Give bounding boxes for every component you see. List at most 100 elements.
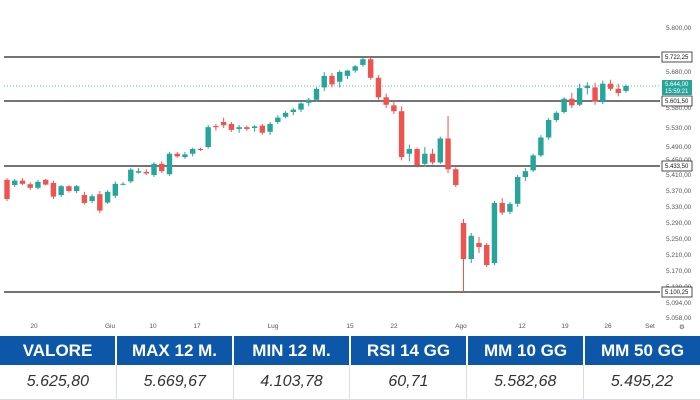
level-tag (661, 160, 693, 172)
y-tick-label: 5.058,00 (666, 315, 692, 322)
candle-body (569, 98, 575, 106)
level-tag-label: 5.601,50 (665, 99, 689, 105)
stats-table: VALORE MAX 12 M. MIN 12 M. RSI 14 GG MM … (0, 336, 700, 400)
candle-body (437, 138, 444, 163)
y-tick-label: 5.210,00 (666, 252, 692, 259)
x-tick-label: Lug (268, 323, 279, 330)
header-mm-10gg: MM 10 GG (468, 336, 583, 365)
candle-body (4, 179, 10, 199)
candle-body (143, 171, 149, 174)
candle-body (12, 180, 18, 185)
candle-body (282, 112, 289, 117)
candle-body (592, 87, 598, 102)
x-tick-label: 19 (561, 323, 569, 330)
candle-body (561, 98, 567, 112)
candle-body (159, 163, 165, 172)
y-tick-label: 5.490,00 (666, 144, 692, 151)
candle-body (174, 153, 180, 157)
candle-body (182, 154, 188, 158)
candle-body (329, 75, 335, 85)
value-mm-10gg: 5.582,68 (467, 365, 585, 399)
candle-body (35, 181, 41, 188)
candle-body (251, 126, 258, 128)
candle-body (367, 59, 374, 78)
candle-body (66, 186, 72, 191)
level-tag-label: 5.100,25 (665, 290, 689, 296)
candle-body (104, 191, 111, 203)
last-price-tag (662, 80, 692, 95)
y-tick-label: 5.250,00 (666, 236, 692, 243)
candle-body (81, 195, 88, 203)
x-tick-label: 26 (604, 323, 612, 330)
candle-body (197, 149, 204, 151)
candle-body (468, 235, 474, 259)
candle-body (166, 153, 173, 175)
header-rsi-14gg: RSI 14 GG (351, 336, 466, 365)
candle-body (584, 85, 591, 89)
candle-body (236, 127, 242, 129)
candle-body (615, 88, 621, 94)
value-valore: 5.625,80 (0, 365, 117, 399)
candle-body (538, 137, 544, 156)
candle-body (275, 117, 281, 122)
candle-body (135, 171, 142, 173)
candle-body (499, 203, 505, 213)
candle-body (205, 127, 211, 147)
x-tick-label: Set (645, 323, 655, 330)
last-price-label: 5.644,00 (665, 82, 689, 88)
candlestick-chart: 5.800,005.680,005.630,005.580,005.530,00… (4, 25, 693, 331)
candle-body (151, 163, 157, 175)
candle-body (445, 138, 451, 170)
candle-body (290, 109, 296, 112)
candle-body (600, 83, 606, 103)
candle-body (460, 223, 467, 259)
candle-body (267, 124, 273, 132)
level-tag (661, 95, 693, 107)
candle-body (530, 155, 536, 171)
y-tick-label: 5.290,00 (666, 220, 692, 227)
x-tick-label: Giu (105, 323, 116, 330)
header-max-12m: MAX 12 M. (117, 336, 232, 365)
header-mm-50gg: MM 50 GG (585, 336, 700, 365)
candle-body (42, 179, 49, 185)
candle-body (453, 169, 459, 185)
candle-body (607, 83, 614, 89)
candle-body (406, 149, 413, 154)
x-tick-label: 10 (149, 323, 157, 330)
candle-body (375, 77, 382, 98)
y-tick-label: 5.680,00 (666, 69, 692, 76)
candle-body (414, 149, 420, 166)
y-tick-label: 5.370,00 (666, 188, 692, 195)
candle-body (213, 126, 219, 128)
header-valore: VALORE (0, 336, 115, 365)
candle-body (429, 153, 436, 163)
value-max-12m: 5.669,67 (117, 365, 234, 399)
settings-icon: ⚙ (679, 323, 685, 331)
candle-body (220, 122, 227, 126)
candle-body (352, 66, 358, 71)
candle-body (623, 86, 629, 91)
last-price-time: 15:59:21 (665, 89, 689, 95)
candle-body (244, 127, 250, 129)
y-tick-label: 5.170,00 (666, 268, 692, 275)
y-tick-label: 5.580,00 (666, 105, 692, 112)
candle-body (553, 112, 560, 120)
candle-body (484, 245, 490, 265)
candle-body (19, 180, 26, 184)
candle-body (422, 153, 428, 164)
x-tick-label: 15 (346, 323, 354, 330)
candle-body (73, 186, 80, 191)
value-rsi-14gg: 60,71 (350, 365, 468, 399)
level-tag-label: 5.433,50 (665, 164, 689, 170)
candle-body (576, 88, 583, 105)
candle-body (514, 177, 521, 204)
y-tick-label: 5.450,00 (666, 157, 692, 164)
candle-body (298, 103, 304, 110)
candle-body (58, 186, 64, 195)
y-tick-label: 5.530,00 (666, 125, 692, 132)
y-tick-label: 5.800,00 (666, 25, 692, 32)
y-tick-label: 5.410,00 (666, 172, 692, 179)
candle-body (128, 169, 134, 182)
candle-body (545, 120, 552, 138)
y-tick-label: 5.094,00 (666, 300, 692, 307)
